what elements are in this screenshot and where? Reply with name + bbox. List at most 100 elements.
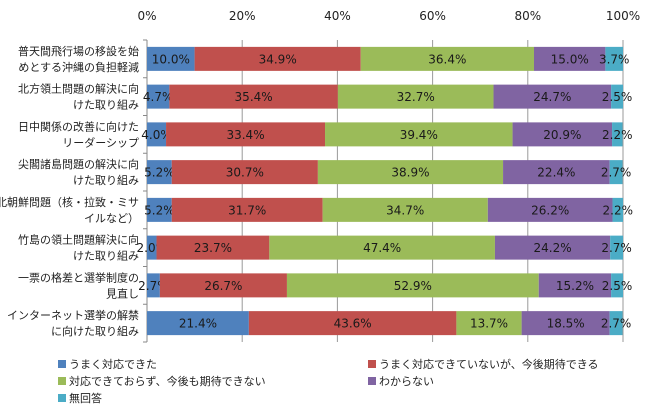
x-tick-label: 80% bbox=[514, 9, 541, 23]
bar-segment bbox=[147, 197, 172, 222]
category-label: リーダーシップ bbox=[62, 135, 139, 149]
bar-segment bbox=[521, 311, 610, 336]
legend-item: 対応できておらず、今後も期待できない bbox=[58, 373, 266, 389]
bar-segment bbox=[156, 235, 270, 260]
category-label: 北朝鮮問題（核・拉致・ミサ bbox=[0, 195, 139, 209]
data-label: 2.5% bbox=[602, 90, 633, 104]
data-label: 15.2% bbox=[556, 279, 594, 293]
bar-segment bbox=[325, 122, 513, 147]
data-label: 22.4% bbox=[537, 166, 575, 180]
bar-segment bbox=[612, 122, 623, 147]
legend-label: 対応できておらず、今後も期待できない bbox=[69, 375, 266, 388]
data-label: 31.7% bbox=[228, 203, 266, 217]
category-label: イルなど） bbox=[84, 212, 139, 225]
bar-segment bbox=[456, 311, 522, 336]
data-label: 38.9% bbox=[391, 166, 429, 180]
data-label: 26.7% bbox=[204, 279, 242, 293]
bar-segment bbox=[147, 273, 160, 298]
data-label: 13.7% bbox=[470, 317, 508, 331]
data-label: 2.7% bbox=[601, 317, 632, 331]
bar-segment bbox=[610, 235, 623, 260]
bar-segment bbox=[171, 197, 323, 222]
legend-swatch bbox=[368, 377, 376, 385]
legend-swatch bbox=[58, 377, 66, 385]
bar-segment bbox=[194, 46, 361, 71]
bar-segment bbox=[317, 160, 504, 185]
category-label: 竹島の領土問題解決に向 bbox=[18, 233, 139, 247]
data-label: 32.7% bbox=[397, 90, 435, 104]
bar-segment bbox=[605, 46, 623, 71]
category-label: 普天間飛行場の移設を始 bbox=[18, 44, 139, 58]
bar-segment bbox=[159, 273, 287, 298]
data-label: 33.4% bbox=[226, 128, 264, 142]
bar-segment bbox=[487, 197, 613, 222]
bar-segment bbox=[611, 84, 623, 109]
category-label: 尖閣諸島問題の解決に向 bbox=[18, 157, 139, 171]
legend-label: 無回答 bbox=[69, 392, 102, 405]
bar-segment bbox=[493, 84, 612, 109]
data-label: 47.4% bbox=[363, 241, 401, 255]
legend-label: わからない bbox=[379, 375, 434, 388]
data-label: 23.7% bbox=[194, 241, 232, 255]
x-tick-label: 40% bbox=[324, 9, 351, 23]
bar-segment bbox=[147, 84, 170, 109]
bar-segment bbox=[533, 46, 606, 71]
data-label: 52.9% bbox=[394, 279, 432, 293]
x-tick-label: 60% bbox=[419, 9, 446, 23]
bar-segment bbox=[269, 235, 495, 260]
data-label: 10.0% bbox=[152, 52, 190, 66]
legend-item: 無回答 bbox=[58, 390, 102, 406]
category-label: インターネット選挙の解禁 bbox=[7, 308, 139, 322]
data-label: 3.7% bbox=[599, 52, 630, 66]
data-label: 2.2% bbox=[602, 128, 633, 142]
bar-segment bbox=[609, 311, 623, 336]
bar-segment bbox=[494, 235, 611, 260]
bar-segment bbox=[147, 311, 249, 336]
bar-segment bbox=[171, 160, 318, 185]
data-label: 2.7% bbox=[601, 166, 632, 180]
legend-item: うまく対応できていないが、今後期待できる bbox=[368, 356, 599, 372]
bar-segment bbox=[147, 122, 167, 147]
legend-label: うまく対応できた bbox=[69, 358, 157, 371]
category-label: 北方領土問題の解決に向 bbox=[18, 82, 139, 96]
bar-segment bbox=[248, 311, 457, 336]
bar-segment bbox=[147, 160, 172, 185]
bar-segment bbox=[147, 235, 157, 260]
data-label: 34.7% bbox=[386, 203, 424, 217]
data-label: 34.9% bbox=[259, 52, 297, 66]
data-label: 35.4% bbox=[235, 90, 273, 104]
category-label: 一票の格差と選挙制度の bbox=[18, 270, 139, 284]
data-label: 2.2% bbox=[603, 203, 634, 217]
bar-segment bbox=[147, 46, 195, 71]
x-tick-label: 100% bbox=[606, 9, 640, 23]
category-label: めとする沖縄の負担軽減 bbox=[18, 60, 139, 74]
data-label: 15.0% bbox=[551, 52, 589, 66]
bar-segment bbox=[286, 273, 539, 298]
data-label: 26.2% bbox=[531, 203, 569, 217]
data-label: 2.5% bbox=[602, 279, 633, 293]
bar-segment bbox=[512, 122, 613, 147]
bar-segment bbox=[503, 160, 610, 185]
data-label: 21.4% bbox=[179, 317, 217, 331]
data-label: 36.4% bbox=[428, 52, 466, 66]
bar-segment bbox=[166, 122, 326, 147]
x-tick-label: 0% bbox=[137, 9, 156, 23]
data-label: 24.2% bbox=[533, 241, 571, 255]
data-label: 30.7% bbox=[226, 166, 264, 180]
data-label: 5.2% bbox=[144, 166, 175, 180]
bar-segment bbox=[612, 197, 623, 222]
category-label: 見直し bbox=[106, 286, 139, 300]
x-tick-label: 20% bbox=[229, 9, 256, 23]
bar-segment bbox=[322, 197, 488, 222]
data-label: 18.5% bbox=[547, 317, 585, 331]
data-label: 4.7% bbox=[143, 90, 174, 104]
category-label: 日中関係の改善に向けた bbox=[18, 119, 139, 133]
legend-swatch bbox=[58, 394, 66, 402]
bar-segment bbox=[611, 273, 623, 298]
category-label: けた取り組み bbox=[73, 174, 139, 187]
data-label: 39.4% bbox=[400, 128, 438, 142]
category-label: けた取り組み bbox=[73, 99, 139, 112]
bar-segment bbox=[609, 160, 623, 185]
bar-segment bbox=[360, 46, 534, 71]
